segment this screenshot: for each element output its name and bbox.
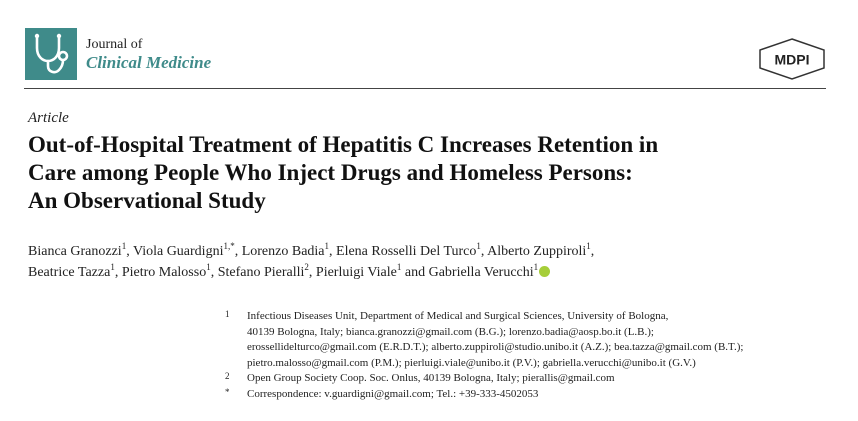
author-separator: ,: [126, 244, 133, 259]
affiliation-marker: 1: [110, 262, 115, 272]
affiliation-marker: 1: [206, 262, 211, 272]
title-line: Out-of-Hospital Treatment of Hepatitis C…: [28, 132, 659, 157]
affiliation-item: 2 Open Group Society Coop. Soc. Onlus, 4…: [225, 371, 835, 387]
author-name: Lorenzo Badia: [241, 244, 325, 259]
author-name: Bianca Granozzi: [28, 244, 122, 259]
affiliation-marker: 1: [533, 262, 539, 272]
author: Gabriella Verucchi1: [428, 262, 551, 280]
author-name: Gabriella Verucchi: [428, 265, 534, 280]
author-list: Bianca Granozzi1, Viola Guardigni1,*, Lo…: [28, 241, 838, 283]
author-separator: ,: [590, 244, 595, 259]
article-type: Article: [28, 110, 69, 126]
author: Pierluigi Viale1 and: [315, 262, 429, 281]
author: Lorenzo Badia1,: [241, 241, 337, 260]
affiliation-marker: 1: [396, 262, 402, 272]
title-line: An Observational Study: [28, 188, 266, 213]
author-separator: ,: [480, 244, 488, 259]
journal-name-line1: Journal of: [86, 37, 143, 52]
author-separator: ,: [210, 265, 218, 280]
affiliation-item: 1 Infectious Diseases Unit, Department o…: [225, 309, 835, 371]
author-name: Viola Guardigni: [132, 244, 224, 259]
affiliation-line: 40139 Bologna, Italy; bianca.granozzi@gm…: [247, 325, 654, 338]
correspondence-marker: *: [225, 386, 230, 397]
author-name: Alberto Zuppiroli: [487, 244, 587, 259]
affiliation-line: Infectious Diseases Unit, Department of …: [247, 310, 669, 322]
affiliation-line: Open Group Society Coop. Soc. Onlus, 401…: [247, 372, 615, 384]
author-name: Pietro Malosso: [121, 265, 207, 280]
author: Beatrice Tazza1,: [28, 262, 122, 281]
author-line: Bianca Granozzi1, Viola Guardigni1,*, Lo…: [28, 241, 838, 262]
author: Viola Guardigni1,*,: [132, 241, 242, 260]
author: Pietro Malosso1,: [121, 262, 218, 281]
affiliation-marker: 1: [121, 241, 127, 251]
publisher-name: MDPI: [775, 52, 810, 68]
affiliation-line: erossellidelturco@gmail.com (E.R.D.T.); …: [247, 341, 744, 353]
affiliation-marker: 1,*: [223, 241, 235, 251]
affiliation-marker: 2: [304, 262, 309, 272]
correspondence-item: * Correspondence: v.guardigni@gmail.com;…: [225, 387, 835, 403]
correspondence-text: Correspondence: v.guardigni@gmail.com; T…: [247, 387, 835, 403]
header-divider: [24, 88, 826, 89]
affiliation-number: 2: [225, 371, 230, 381]
author-separator: ,: [114, 265, 122, 280]
author-separator: ,: [329, 244, 337, 259]
journal-name: Journal of Clinical Medicine: [86, 36, 211, 72]
publisher-logo: MDPI: [758, 38, 826, 80]
author-separator: ,: [234, 244, 242, 259]
correspondence-line: Correspondence: v.guardigni@gmail.com; T…: [247, 387, 539, 400]
affiliation-list: 1 Infectious Diseases Unit, Department o…: [225, 309, 835, 402]
orcid-icon[interactable]: [539, 266, 551, 277]
journal-logo: [25, 28, 77, 80]
author-name: Elena Rosselli Del Turco: [336, 244, 477, 259]
stethoscope-icon: [34, 33, 69, 74]
affiliation-number: 1: [225, 309, 230, 319]
author-name: Stefano Pieralli: [217, 265, 305, 280]
author-separator: and: [401, 265, 429, 280]
affiliation-text: Infectious Diseases Unit, Department of …: [247, 309, 835, 371]
author-separator: ,: [308, 265, 316, 280]
article-title: Out-of-Hospital Treatment of Hepatitis C…: [28, 131, 838, 215]
title-line: Care among People Who Inject Drugs and H…: [28, 160, 633, 185]
author: Stefano Pieralli2,: [217, 262, 316, 281]
affiliation-marker: 1: [476, 241, 481, 251]
affiliation-marker: 1: [586, 241, 591, 251]
journal-name-line2: Clinical Medicine: [86, 53, 212, 72]
author: Alberto Zuppiroli1,: [487, 241, 595, 260]
author-name: Pierluigi Viale: [315, 265, 397, 280]
affiliation-text: Open Group Society Coop. Soc. Onlus, 401…: [247, 371, 835, 387]
author: Bianca Granozzi1,: [28, 241, 133, 260]
author-line: Beatrice Tazza1, Pietro Malosso1, Stefan…: [28, 262, 838, 283]
affiliation-line: pietro.malosso@gmail.com (P.M.); pierlui…: [247, 356, 696, 369]
affiliation-marker: 1: [324, 241, 330, 251]
author: Elena Rosselli Del Turco1,: [336, 241, 488, 260]
author-name: Beatrice Tazza: [28, 265, 111, 280]
